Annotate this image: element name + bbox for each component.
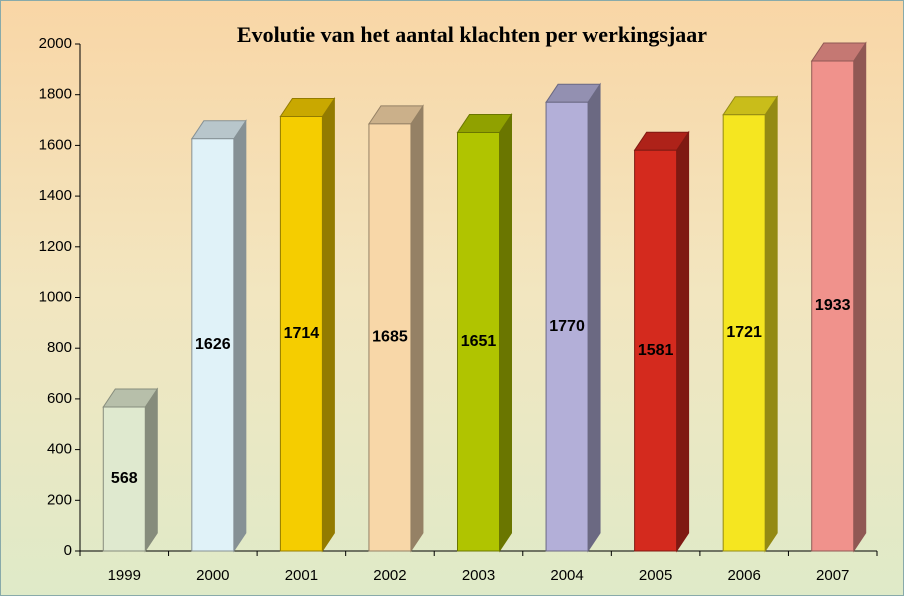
bar-front xyxy=(634,149,678,552)
bar xyxy=(456,112,513,553)
bar xyxy=(810,41,867,553)
bar xyxy=(368,104,424,553)
bar xyxy=(633,130,690,553)
data-label: 1685 xyxy=(372,329,408,346)
bar xyxy=(545,82,601,553)
bar xyxy=(102,387,159,553)
bar xyxy=(722,95,779,553)
data-label: 1626 xyxy=(195,336,231,353)
y-tick-label: 1200 xyxy=(39,238,72,255)
x-tick-label: 2004 xyxy=(550,567,583,584)
x-tick-label: 2000 xyxy=(196,567,229,584)
y-tick-label: 400 xyxy=(47,441,72,458)
data-label: 1651 xyxy=(461,333,497,350)
bar-side xyxy=(676,130,690,553)
y-tick-label: 1400 xyxy=(39,187,72,204)
x-tick-label: 2007 xyxy=(816,567,849,584)
x-tick-label: 1999 xyxy=(108,567,141,584)
bar-side xyxy=(410,104,424,553)
data-label: 1933 xyxy=(815,297,851,314)
bar-front xyxy=(545,101,589,552)
bar-front xyxy=(368,123,412,552)
y-tick-label: 1000 xyxy=(39,288,72,305)
x-tick-label: 2006 xyxy=(727,567,760,584)
bar-front xyxy=(191,138,235,552)
bar-front xyxy=(279,116,323,552)
data-label: 1721 xyxy=(726,324,762,341)
bar-front xyxy=(102,406,146,552)
bar-side xyxy=(764,95,778,553)
data-label: 1714 xyxy=(284,325,320,342)
data-label: 1770 xyxy=(549,318,585,335)
x-tick-label: 2005 xyxy=(639,567,672,584)
bar-front xyxy=(811,60,855,552)
bar-side xyxy=(233,119,247,553)
y-tick-label: 2000 xyxy=(39,35,72,52)
y-tick-label: 0 xyxy=(64,542,72,559)
y-tick-label: 600 xyxy=(47,390,72,407)
x-tick-label: 2002 xyxy=(373,567,406,584)
y-tick-label: 1600 xyxy=(39,136,72,153)
y-tick-label: 1800 xyxy=(39,86,72,103)
chart-title: Evolutie van het aantal klachten per wer… xyxy=(237,22,707,47)
bar-front xyxy=(457,131,500,552)
data-label: 1581 xyxy=(638,342,674,359)
y-tick-label: 200 xyxy=(47,491,72,508)
bar-front xyxy=(722,114,766,552)
bar xyxy=(190,119,247,553)
bar-side xyxy=(499,112,512,553)
x-tick-label: 2001 xyxy=(285,567,318,584)
y-tick-label: 800 xyxy=(47,339,72,356)
bar-side xyxy=(853,41,867,553)
bar xyxy=(279,96,336,553)
bar-side xyxy=(587,82,601,553)
x-tick-label: 2003 xyxy=(462,567,495,584)
bar-side xyxy=(321,96,335,553)
data-label: 568 xyxy=(111,470,138,487)
bar-side xyxy=(144,387,158,553)
